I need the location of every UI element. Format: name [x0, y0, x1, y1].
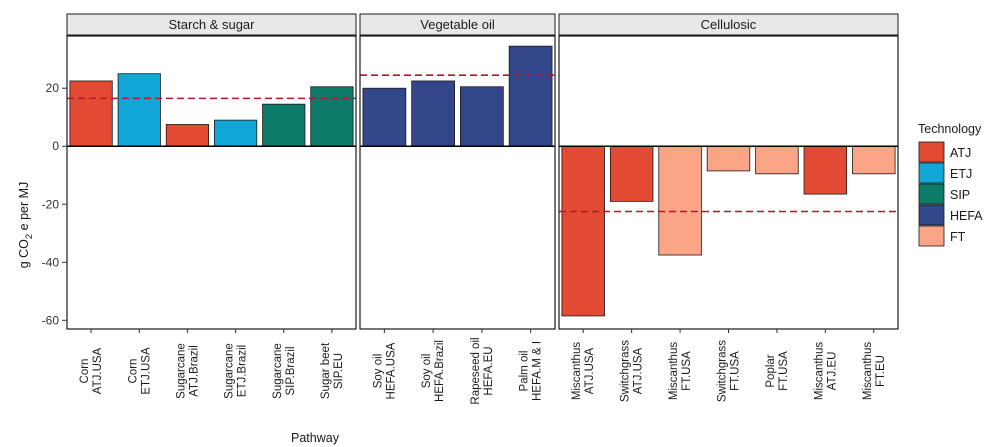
bar	[362, 87, 407, 147]
bar	[69, 80, 113, 147]
facet-panel: Vegetable oil Soy oilHEFA.USA Soy oilHEFA.…	[359, 13, 556, 405]
x-tick-label: CornATJ.USA	[79, 347, 104, 394]
facet-strip-label: Vegetable oil	[420, 17, 495, 32]
bar	[262, 103, 306, 147]
x-axis-title: Pathway	[291, 431, 340, 445]
legend-key	[918, 141, 945, 163]
x-tick-label: MiscanthusFT.EU	[862, 342, 887, 400]
x-tick-label: Soy oilHEFA.USA	[372, 342, 397, 399]
legend-label: SIP	[950, 188, 970, 202]
bar	[658, 145, 702, 256]
bar	[117, 73, 161, 147]
facet-strip	[558, 13, 899, 36]
legend-label: ETJ	[950, 167, 972, 181]
x-tick-label: Sugar beetSIP.EU	[320, 342, 345, 399]
x-tick-label: PoplarFT.USA	[765, 351, 790, 391]
bar	[561, 145, 605, 317]
x-tick-label: CornETJ.USA	[127, 347, 152, 395]
bar	[852, 145, 896, 175]
bar	[803, 145, 848, 195]
legend: Technology ATJ ETJ SIP HEFA FT	[918, 122, 983, 247]
x-tick-label: Palm oilHEFA.M & I	[519, 341, 544, 401]
y-tick-label: -60	[42, 313, 60, 327]
x-tick-label: SugarcaneETJ.Brazil	[224, 343, 249, 399]
bar	[508, 45, 553, 147]
bar	[460, 86, 504, 147]
panel-frame	[66, 35, 357, 330]
bar	[609, 145, 654, 202]
legend-label: HEFA	[950, 209, 983, 223]
y-tick-label: -40	[42, 255, 60, 269]
legend-label: ATJ	[950, 146, 971, 160]
facet-strip-label: Starch & sugar	[169, 17, 256, 32]
bar	[213, 119, 258, 147]
facet-panel: Cellulosic MiscanthusATJ.USA SwitchgrassAT…	[558, 13, 899, 402]
x-tick-label: MiscanthusFT.USA	[668, 342, 693, 400]
legend-key	[918, 162, 945, 184]
legend-label: FT	[950, 230, 966, 244]
facet-strip	[66, 13, 357, 36]
bar	[411, 80, 455, 147]
legend-title: Technology	[918, 122, 982, 136]
panels: Starch & sugar CornATJ.USA CornETJ.USA Suga…	[66, 13, 899, 405]
legend-key	[918, 183, 945, 205]
y-tick-label: 0	[52, 139, 59, 153]
bar	[165, 124, 210, 147]
facet-panel: Starch & sugar CornATJ.USA CornETJ.USA Suga…	[66, 13, 357, 399]
x-tick-label: SwitchgrassATJ.USA	[620, 340, 645, 402]
x-tick-label: Soy oilHEFA.Brazil	[421, 340, 446, 402]
legend-key	[918, 204, 945, 226]
x-tick-label: SugarcaneATJ.Brazil	[175, 343, 200, 399]
y-tick-label: -20	[42, 197, 60, 211]
panel-frame	[558, 35, 899, 330]
x-tick-label: MiscanthusATJ.EU	[813, 342, 838, 400]
x-tick-label: SugarcaneSIP.Brazil	[272, 343, 297, 399]
y-tick-label: 20	[46, 81, 60, 95]
legend-key	[918, 225, 945, 247]
bar	[706, 145, 751, 172]
x-tick-label: MiscanthusATJ.USA	[571, 342, 596, 400]
y-axis: 20 0 -20 -40 -60	[42, 81, 67, 327]
facet-strip-label: Cellulosic	[701, 17, 757, 32]
x-tick-label: SwitchgrassFT.USA	[717, 340, 742, 402]
bar	[310, 86, 354, 147]
bar	[755, 145, 799, 175]
y-axis-title: g CO2 e per MJ	[17, 182, 35, 269]
x-tick-label: Rapeseed oilHEFA.EU	[470, 337, 495, 404]
facet-strip	[359, 13, 556, 36]
panel-frame	[359, 35, 556, 330]
